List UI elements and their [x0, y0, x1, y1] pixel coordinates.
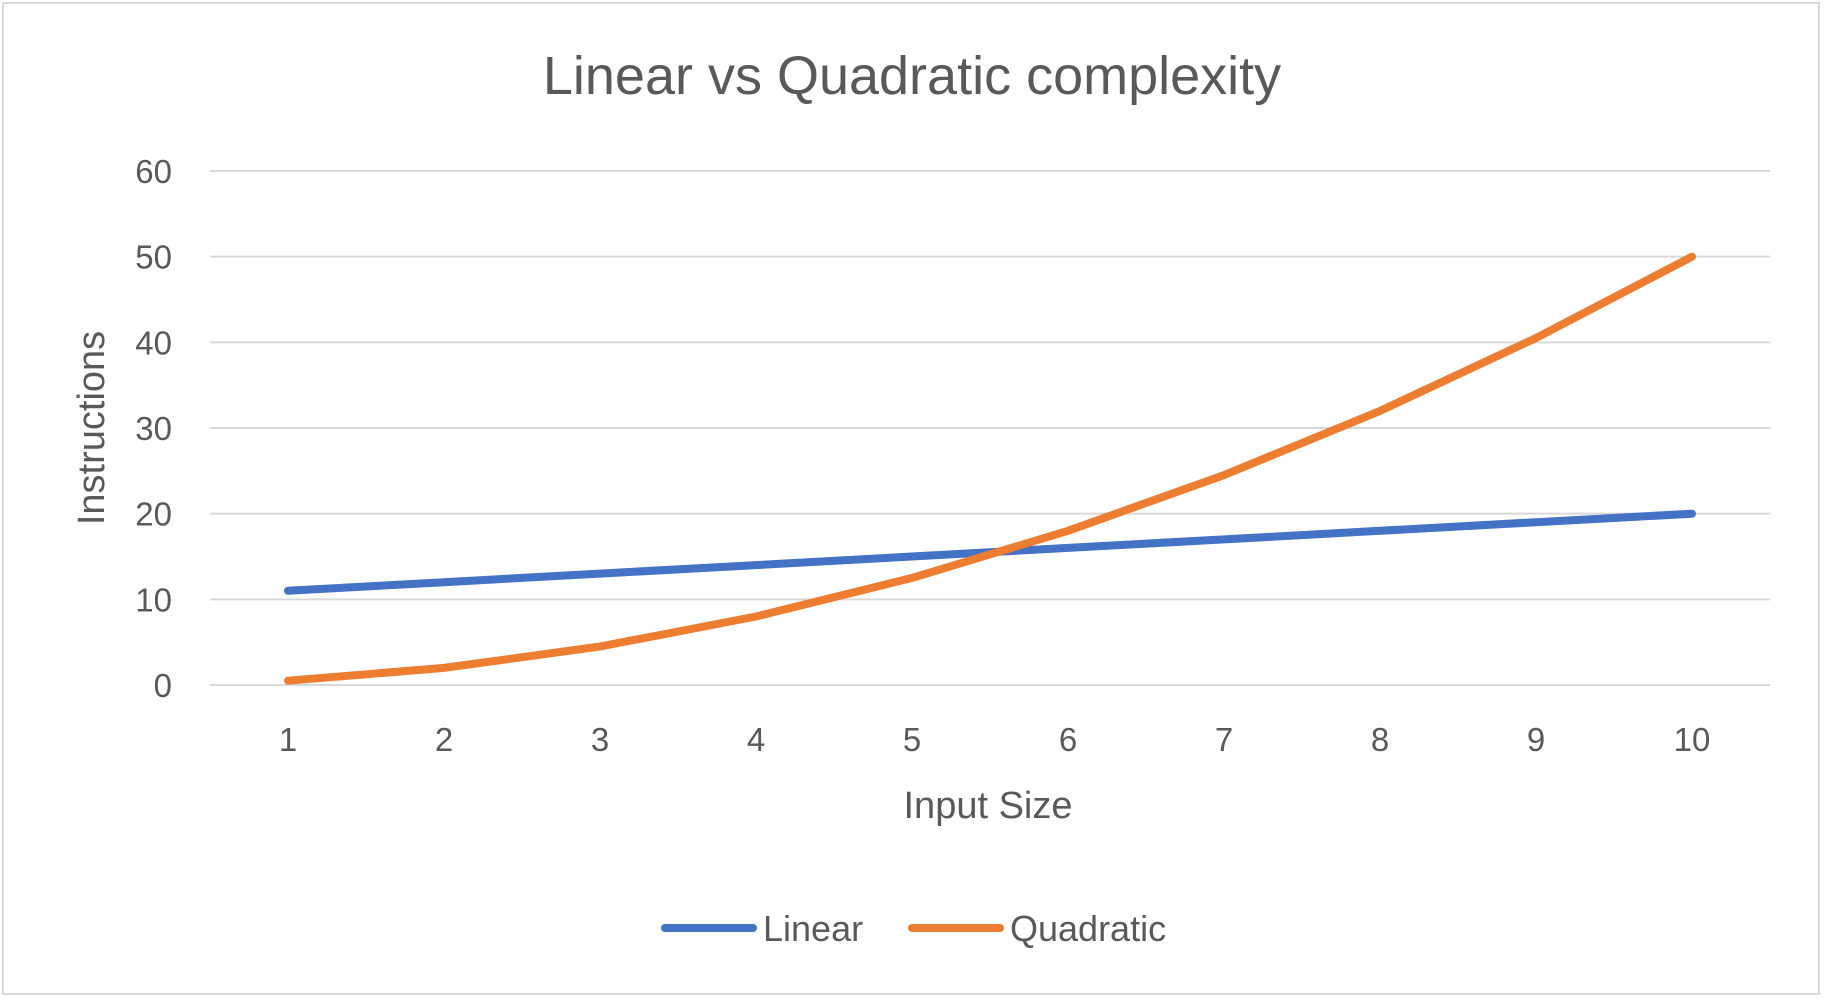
x-tick-label: 5	[903, 721, 921, 758]
x-tick-label: 3	[591, 721, 609, 758]
legend: Linear Quadratic	[661, 908, 1166, 949]
y-axis-ticks: 0 10 20 30 40 50 60	[135, 153, 172, 704]
x-axis-ticks: 1 2 3 4 5 6 7 8 9 10	[279, 721, 1711, 758]
y-tick-label: 60	[135, 153, 172, 190]
gridlines	[210, 170, 1770, 686]
x-tick-label: 1	[279, 721, 297, 758]
x-tick-label: 10	[1674, 721, 1711, 758]
x-tick-label: 8	[1371, 721, 1389, 758]
chart-title: Linear vs Quadratic complexity	[543, 46, 1281, 106]
series-lines	[284, 252, 1696, 685]
x-tick-label: 2	[435, 721, 453, 758]
x-tick-label: 6	[1059, 721, 1077, 758]
y-tick-label: 10	[135, 581, 172, 618]
y-tick-label: 20	[135, 496, 172, 533]
x-tick-label: 4	[747, 721, 765, 758]
y-axis-title: Instructions	[71, 331, 113, 525]
series-line-quadratic	[284, 252, 1696, 685]
x-tick-label: 9	[1527, 721, 1545, 758]
legend-label-linear: Linear	[763, 908, 863, 949]
y-tick-label: 30	[135, 410, 172, 447]
x-tick-label: 7	[1215, 721, 1233, 758]
y-tick-label: 40	[135, 324, 172, 361]
x-axis-title: Input Size	[904, 785, 1073, 827]
legend-label-quadratic: Quadratic	[1010, 908, 1166, 949]
y-tick-label: 50	[135, 239, 172, 276]
y-tick-label: 0	[154, 667, 172, 704]
